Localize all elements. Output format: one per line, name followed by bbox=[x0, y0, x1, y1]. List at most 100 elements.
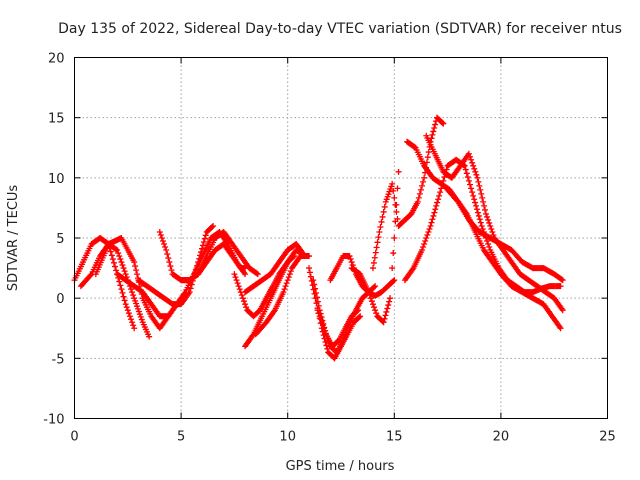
data-point bbox=[131, 325, 138, 332]
data-point bbox=[376, 228, 383, 235]
data-point bbox=[557, 283, 564, 290]
data-point bbox=[466, 153, 473, 160]
y-tick-label: 20 bbox=[48, 52, 65, 67]
data-point bbox=[471, 165, 478, 172]
data-point bbox=[391, 194, 398, 201]
data-point bbox=[428, 219, 435, 226]
data-point bbox=[460, 162, 467, 169]
data-point bbox=[430, 212, 437, 219]
data-point bbox=[243, 304, 250, 311]
data-point bbox=[474, 209, 481, 216]
data-point bbox=[157, 231, 164, 238]
data-point bbox=[314, 298, 321, 305]
data-point bbox=[306, 269, 313, 276]
data-point bbox=[357, 313, 364, 320]
data-point bbox=[347, 256, 354, 263]
data-point bbox=[110, 259, 117, 266]
data-point bbox=[116, 278, 123, 285]
data-point bbox=[315, 302, 322, 309]
data-point bbox=[114, 247, 121, 254]
data-point bbox=[185, 290, 192, 297]
data-point bbox=[368, 298, 375, 305]
data-point bbox=[281, 286, 288, 293]
data-point bbox=[469, 159, 476, 166]
series-arc-5 bbox=[135, 222, 217, 308]
data-point bbox=[313, 290, 320, 297]
data-point bbox=[464, 174, 471, 181]
data-point bbox=[367, 295, 374, 302]
data-point bbox=[382, 312, 389, 319]
data-point bbox=[134, 303, 141, 310]
data-point bbox=[380, 208, 387, 215]
data-point bbox=[463, 170, 470, 177]
data-point bbox=[431, 209, 438, 216]
data-point bbox=[427, 222, 434, 229]
data-point bbox=[134, 271, 141, 278]
data-point bbox=[478, 190, 485, 197]
data-point bbox=[419, 247, 426, 254]
data-point bbox=[118, 259, 125, 266]
series-arc-16 bbox=[348, 168, 402, 326]
data-point bbox=[125, 310, 132, 317]
data-point bbox=[120, 293, 127, 300]
data-point bbox=[158, 235, 165, 241]
data-point bbox=[323, 342, 330, 349]
data-point bbox=[436, 192, 443, 199]
data-point bbox=[132, 297, 139, 304]
data-point bbox=[162, 244, 169, 251]
data-point bbox=[124, 307, 131, 314]
x-tick-label: 15 bbox=[386, 430, 403, 445]
data-point bbox=[87, 272, 94, 279]
data-point bbox=[416, 190, 423, 197]
data-point bbox=[472, 168, 479, 175]
data-point bbox=[306, 265, 313, 272]
data-point bbox=[390, 250, 397, 257]
data-point bbox=[121, 297, 128, 304]
data-point bbox=[123, 304, 130, 311]
data-point bbox=[488, 225, 495, 232]
data-point bbox=[119, 262, 126, 269]
data-point bbox=[156, 228, 163, 235]
data-point bbox=[129, 319, 136, 326]
data-point bbox=[372, 249, 379, 256]
x-tick-label: 0 bbox=[70, 430, 78, 445]
data-point bbox=[480, 198, 487, 205]
data-point bbox=[283, 280, 290, 287]
data-point bbox=[385, 302, 392, 309]
data-point bbox=[465, 150, 472, 157]
data-point bbox=[113, 267, 120, 274]
data-point bbox=[132, 263, 139, 270]
data-point bbox=[394, 215, 401, 222]
data-point bbox=[313, 294, 320, 301]
data-point bbox=[437, 189, 444, 196]
data-point bbox=[165, 255, 172, 262]
x-tick-label: 10 bbox=[279, 430, 296, 445]
data-point bbox=[137, 313, 144, 320]
data-point bbox=[431, 124, 438, 131]
data-point bbox=[166, 259, 173, 266]
data-point bbox=[253, 270, 260, 277]
data-point bbox=[122, 301, 129, 308]
data-point bbox=[231, 271, 238, 278]
data-point bbox=[199, 242, 206, 249]
data-point bbox=[395, 168, 402, 175]
data-point bbox=[392, 201, 399, 208]
data-point bbox=[109, 256, 116, 263]
data-point bbox=[209, 223, 216, 230]
data-point bbox=[372, 283, 379, 290]
data-point bbox=[476, 182, 483, 189]
chart-title: Day 135 of 2022, Sidereal Day-to-day VTE… bbox=[58, 21, 622, 37]
x-axis-label: GPS time / hours bbox=[286, 459, 395, 474]
series-arc-7 bbox=[178, 228, 261, 284]
data-point bbox=[441, 174, 448, 181]
data-point bbox=[107, 248, 114, 255]
data-point bbox=[485, 241, 492, 248]
data-point bbox=[316, 313, 323, 320]
y-axis-label: SDTVAR / TECUs bbox=[6, 185, 21, 292]
data-point bbox=[286, 271, 293, 278]
data-point bbox=[318, 319, 325, 326]
data-point bbox=[372, 307, 379, 314]
data-point bbox=[388, 280, 395, 287]
data-point bbox=[389, 265, 396, 272]
